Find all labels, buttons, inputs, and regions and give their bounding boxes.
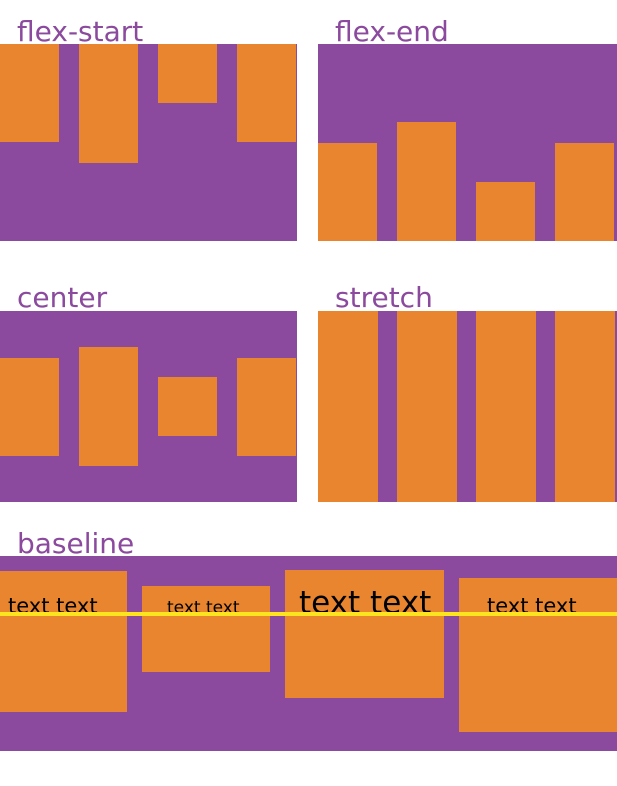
flex-container-flex-start bbox=[0, 44, 297, 241]
panel-label-baseline: baseline bbox=[17, 527, 135, 560]
flex-item-flex-start-1 bbox=[0, 44, 59, 142]
flex-item-flex-start-3 bbox=[158, 44, 217, 103]
flex-container-stretch bbox=[318, 311, 617, 502]
flex-item-center-4 bbox=[237, 357, 296, 456]
flex-item-flex-start-2 bbox=[79, 44, 138, 163]
flex-item-center-2 bbox=[79, 347, 138, 466]
panel-label-stretch: stretch bbox=[335, 281, 433, 314]
flex-item-baseline-1: text text bbox=[0, 571, 127, 712]
flex-item-stretch-3 bbox=[476, 311, 536, 502]
flex-item-baseline-2: text text bbox=[142, 586, 270, 672]
panel-label-flex-start: flex-start bbox=[17, 15, 144, 48]
flex-item-stretch-1 bbox=[318, 311, 378, 502]
flex-container-baseline: text text text text text text text text bbox=[0, 556, 617, 751]
flex-item-stretch-2 bbox=[397, 311, 457, 502]
baseline-line bbox=[0, 612, 617, 616]
flex-item-center-3 bbox=[158, 377, 217, 436]
flex-container-flex-end bbox=[318, 44, 617, 241]
flex-item-flex-end-1 bbox=[318, 143, 377, 241]
flex-item-flex-end-4 bbox=[555, 143, 614, 241]
flex-item-center-1 bbox=[0, 357, 59, 456]
flex-item-flex-end-3 bbox=[476, 182, 535, 241]
flex-item-flex-start-4 bbox=[237, 44, 296, 142]
flex-item-flex-end-2 bbox=[397, 122, 456, 241]
flex-item-stretch-4 bbox=[555, 311, 615, 502]
flex-item-baseline-3: text text bbox=[285, 570, 444, 698]
flex-container-center bbox=[0, 311, 297, 502]
panel-label-flex-end: flex-end bbox=[335, 15, 449, 48]
panel-label-center: center bbox=[17, 281, 108, 314]
flex-item-baseline-4: text text bbox=[459, 578, 617, 732]
